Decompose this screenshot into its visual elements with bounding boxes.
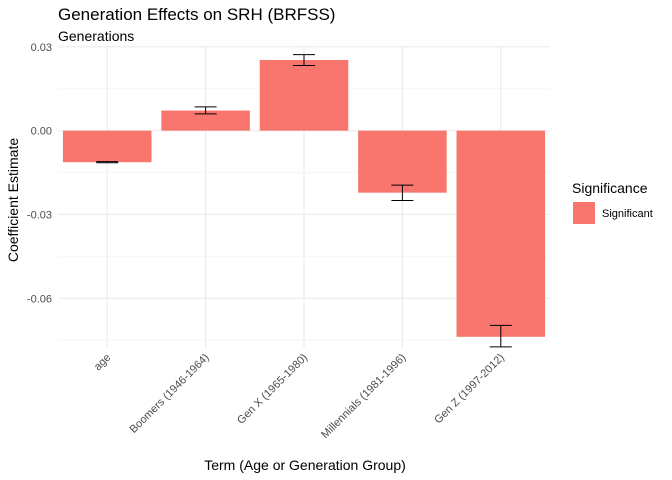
- x-axis-ticks: age Boomers (1946-1964) Gen X (1965-1980) M…: [92, 352, 507, 441]
- bar-3: [358, 130, 447, 193]
- legend-swatch-significant: [573, 202, 595, 224]
- y-tick-label: 0.03: [31, 42, 52, 54]
- bar-2: [259, 59, 349, 131]
- legend-label-significant: Significant: [602, 208, 653, 220]
- x-axis-title: Term (Age or Generation Group): [204, 457, 406, 473]
- y-tick-label: -0.06: [27, 293, 52, 305]
- error-bar-2: [293, 54, 315, 67]
- bar-4: [456, 130, 546, 337]
- bar-0: [62, 130, 152, 163]
- error-bar-1: [194, 106, 217, 115]
- x-tick-label: Boomers (1946-1964): [128, 352, 212, 436]
- error-bar-4: [489, 324, 512, 348]
- y-axis-title: Coefficient Estimate: [5, 138, 21, 262]
- x-tick-label: Millennials (1981-1996): [319, 352, 408, 441]
- error-bar-0: [96, 161, 119, 164]
- chart-subtitle: Generations: [58, 28, 135, 44]
- y-axis-ticks: 0.03 0.00 -0.03 -0.06: [27, 42, 52, 305]
- legend: Significance Significant: [572, 180, 653, 224]
- x-tick-label: Gen X (1965-1980): [235, 352, 310, 427]
- y-tick-label: 0.00: [31, 126, 52, 138]
- legend-title: Significance: [572, 180, 648, 196]
- x-tick-label: Gen Z (1997-2012): [432, 352, 507, 427]
- bar-1: [161, 110, 250, 131]
- error-bar-3: [391, 184, 414, 201]
- y-tick-label: -0.03: [27, 209, 52, 221]
- bars: [62, 59, 546, 337]
- error-bars: [96, 54, 512, 348]
- chart-title: Generation Effects on SRH (BRFSS): [58, 5, 336, 24]
- x-tick-label: age: [92, 352, 113, 373]
